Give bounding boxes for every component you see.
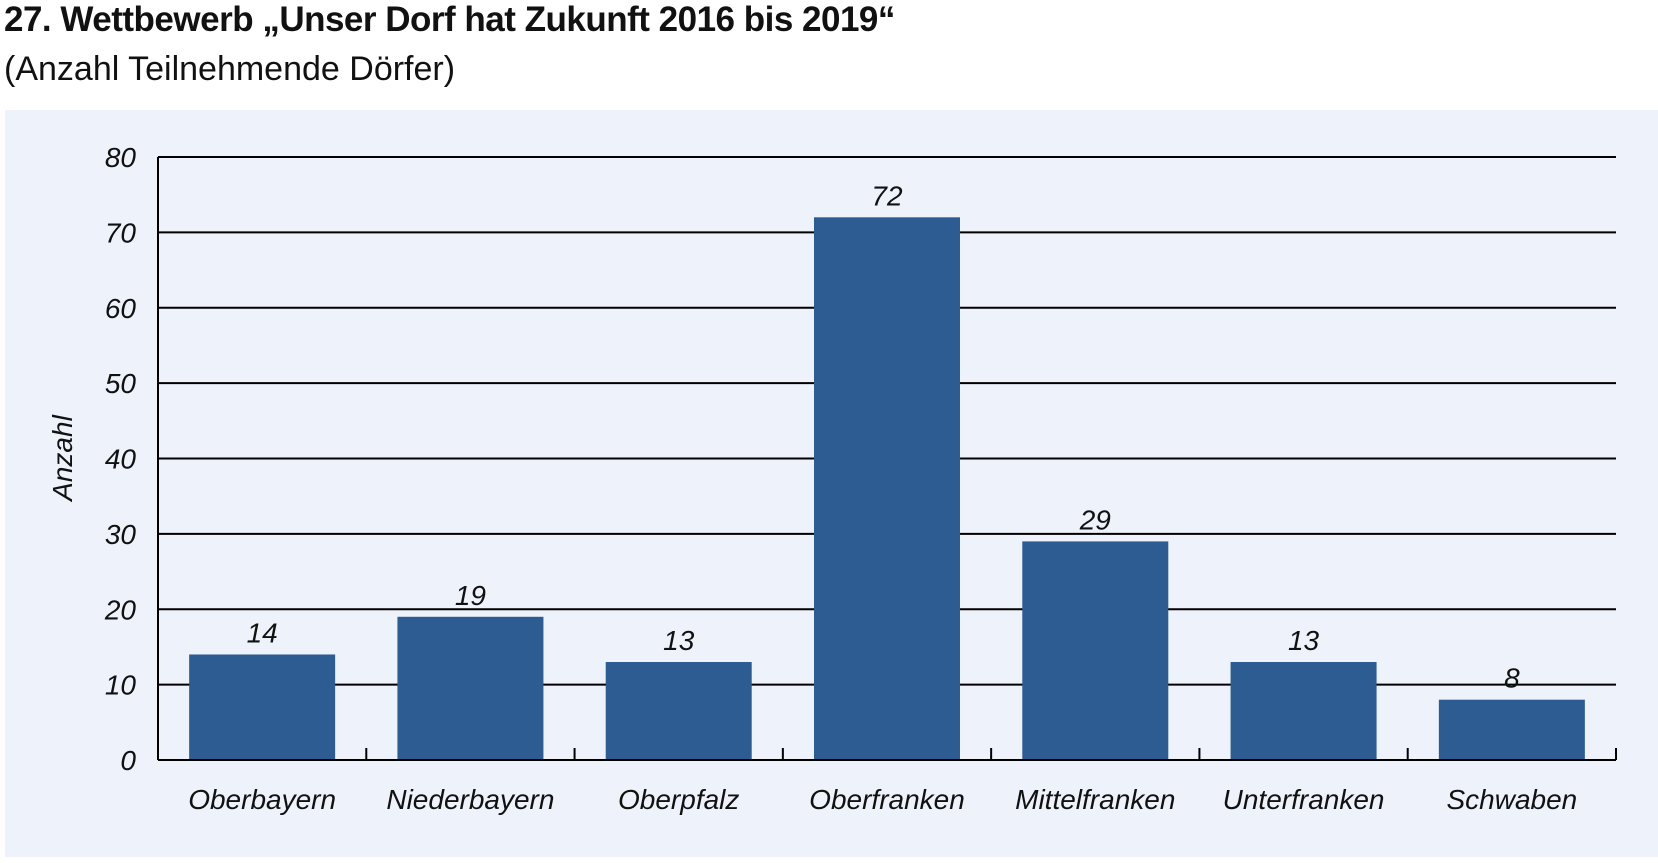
y-tick-label: 40 [105,444,137,475]
chart-title: 27. Wettbewerb „Unser Dorf hat Zukunft 2… [4,0,895,39]
data-label: 8 [1504,663,1520,694]
x-tick-label: Schwaben [1446,784,1577,815]
chart-subtitle: (Anzahl Teilnehmende Dörfer) [4,50,456,88]
y-tick-label: 50 [105,368,137,399]
bar [189,654,336,760]
bar [397,616,544,760]
labels: 0 10 20 30 40 50 60 70 80 14 Oberbayern 19 Niederbay… [104,142,1577,815]
data-label: 29 [1079,504,1111,535]
data-label: 14 [247,617,278,648]
data-label: 72 [871,180,903,211]
data-label: 13 [663,625,695,656]
y-tick-label: 20 [104,594,137,625]
bars [189,217,1585,761]
x-tick-label: Oberpfalz [618,784,739,815]
y-tick-label: 80 [105,142,137,173]
y-tick-label: 30 [105,519,137,550]
x-tick-label: Mittelfranken [1015,784,1175,815]
x-tick-label: Oberbayern [188,784,336,815]
bar [814,217,960,761]
bar [1230,662,1377,760]
y-axis-label: Anzahl [47,414,78,502]
y-tick-label: 60 [105,293,137,324]
data-label: 13 [1288,625,1320,656]
bar [605,662,752,760]
x-tick-label: Oberfranken [809,784,965,815]
bar [1022,541,1169,760]
y-tick-label: 10 [105,670,137,701]
bar [1438,699,1585,760]
y-tick-label: 0 [120,745,136,776]
axes [157,157,1617,761]
x-tick-label: Niederbayern [386,784,554,815]
data-label: 19 [455,580,486,611]
x-tick-label: Unterfranken [1223,784,1385,815]
y-tick-label: 70 [105,217,137,248]
